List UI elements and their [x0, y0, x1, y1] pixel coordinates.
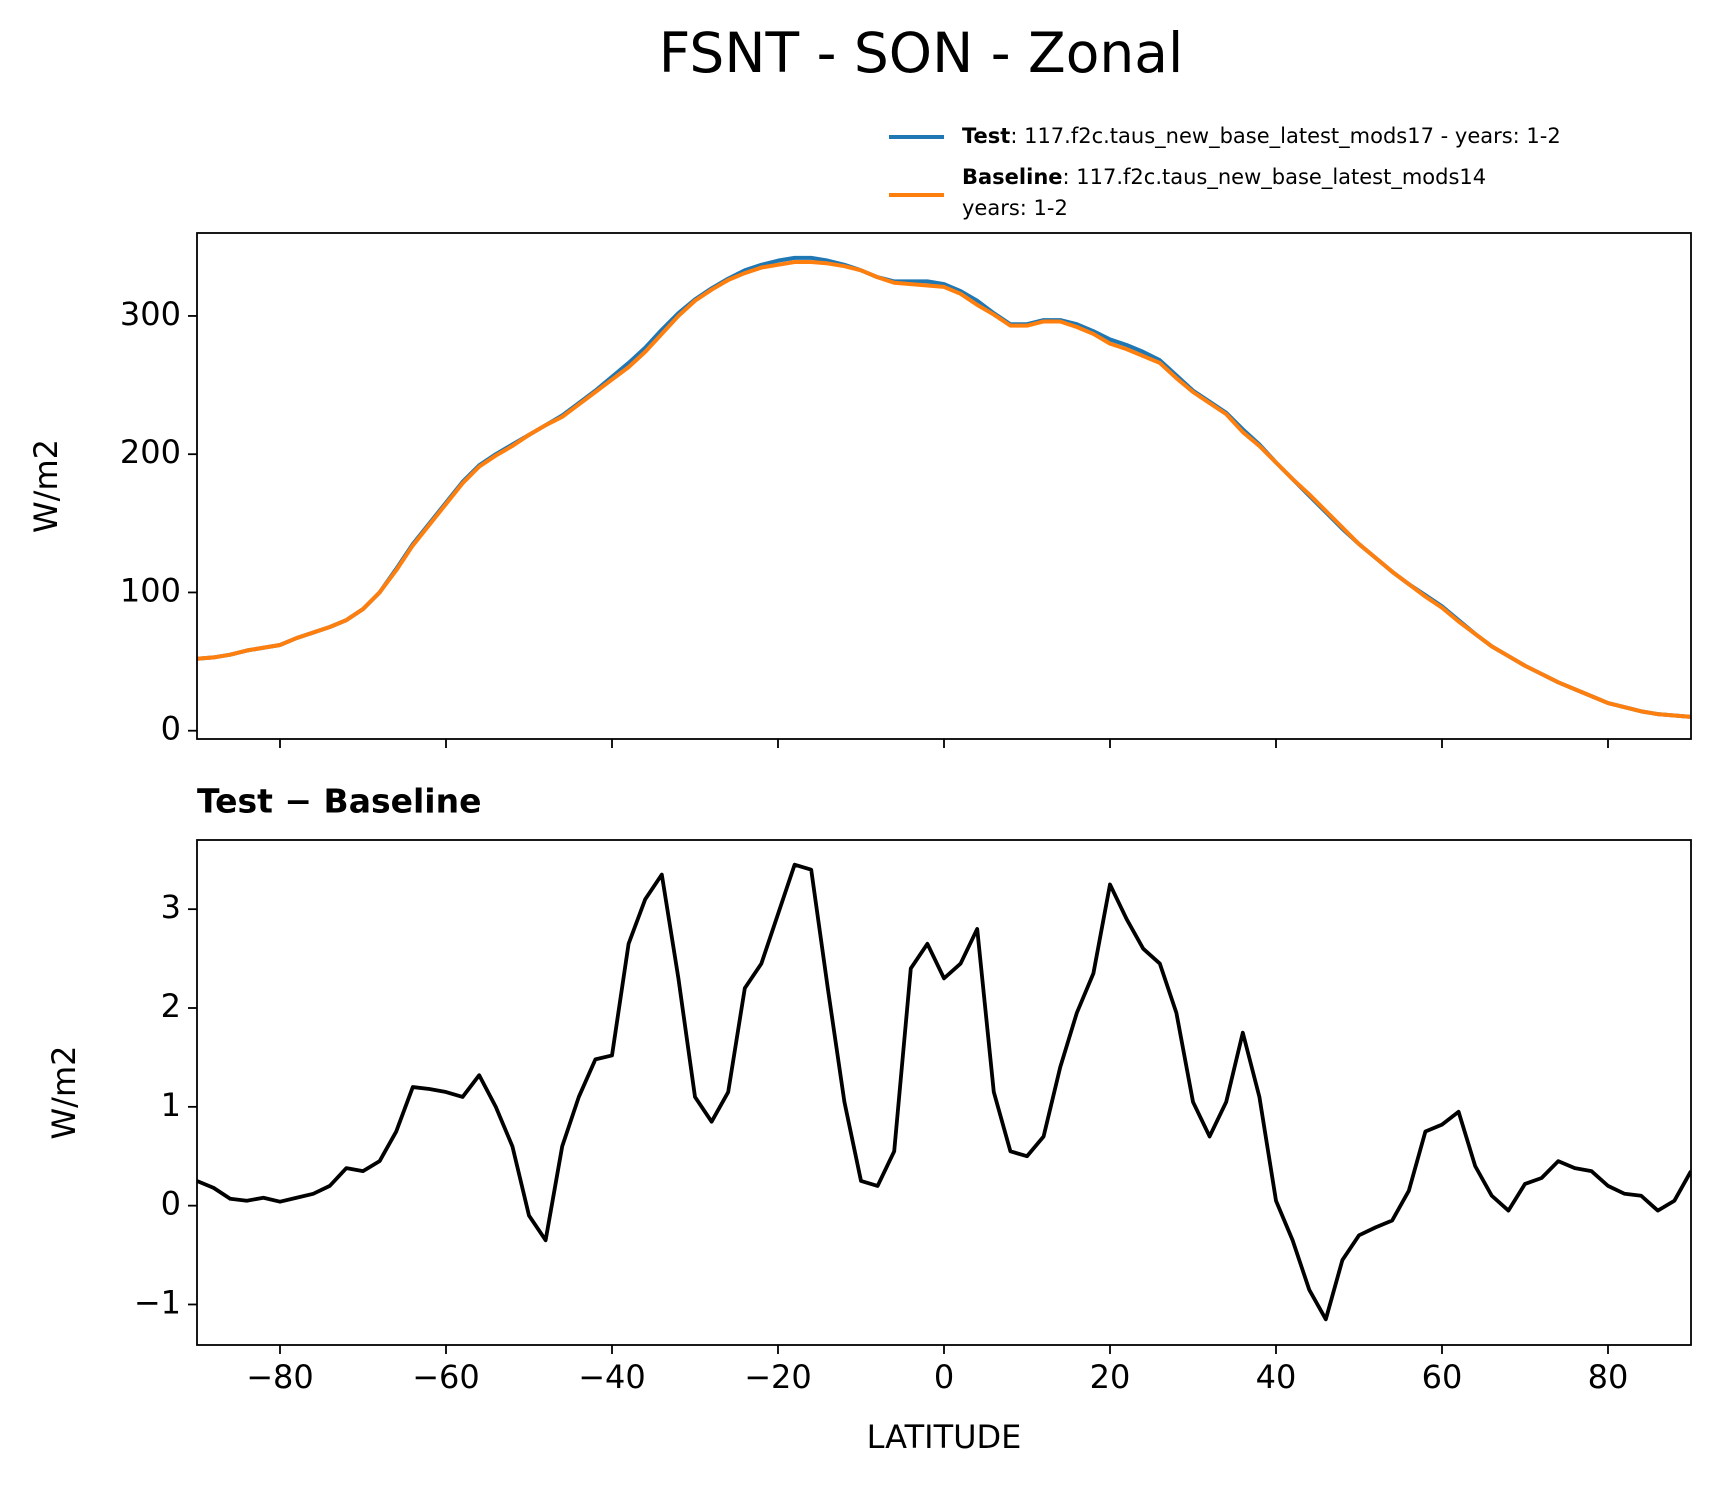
data-line	[197, 255, 1691, 719]
y-tick-label: −1	[134, 1283, 181, 1321]
x-axis-label: LATITUDE	[867, 1418, 1022, 1456]
figure-title: FSNT - SON - Zonal	[659, 21, 1183, 85]
y-tick-label: 200	[120, 433, 181, 471]
y-axis-label: W/m2	[27, 439, 65, 533]
x-tick-label: 40	[1256, 1358, 1297, 1396]
legend-text: : 117.f2c.taus_new_base_latest_mods14	[1063, 165, 1487, 190]
legend-name: Test	[962, 124, 1010, 148]
x-tick-label: 0	[934, 1358, 954, 1396]
data-line	[197, 862, 1691, 1322]
legend-label: Baseline: 117.f2c.taus_new_base_latest_m…	[962, 165, 1486, 190]
y-tick-label: 0	[161, 1185, 181, 1223]
x-tick-label: 20	[1090, 1358, 1131, 1396]
data-line	[197, 260, 1691, 719]
x-tick-label: 60	[1422, 1358, 1463, 1396]
y-tick-label: 0	[161, 710, 181, 748]
subplot-title: Test − Baseline	[197, 782, 482, 821]
y-axis-label: W/m2	[45, 1046, 83, 1140]
x-tick-label: −60	[412, 1358, 480, 1396]
y-tick-label: 300	[120, 295, 181, 333]
axes-frame	[196, 232, 1692, 740]
y-tick-label: 3	[161, 888, 181, 926]
y-tick-label: 1	[161, 1086, 181, 1124]
legend-text: years: 1-2	[962, 196, 1068, 220]
x-tick-label: −80	[246, 1358, 314, 1396]
x-tick-label: −40	[578, 1358, 646, 1396]
legend-label: Test: 117.f2c.taus_new_base_latest_mods1…	[962, 124, 1561, 149]
y-tick-label: 2	[161, 987, 181, 1025]
legend-name: Baseline	[962, 165, 1063, 189]
x-tick-label: 80	[1588, 1358, 1629, 1396]
legend-text: : 117.f2c.taus_new_base_latest_mods17 - …	[1010, 124, 1560, 149]
y-tick-label: 100	[120, 571, 181, 609]
x-tick-label: −20	[744, 1358, 812, 1396]
axes-frame	[196, 839, 1692, 1346]
